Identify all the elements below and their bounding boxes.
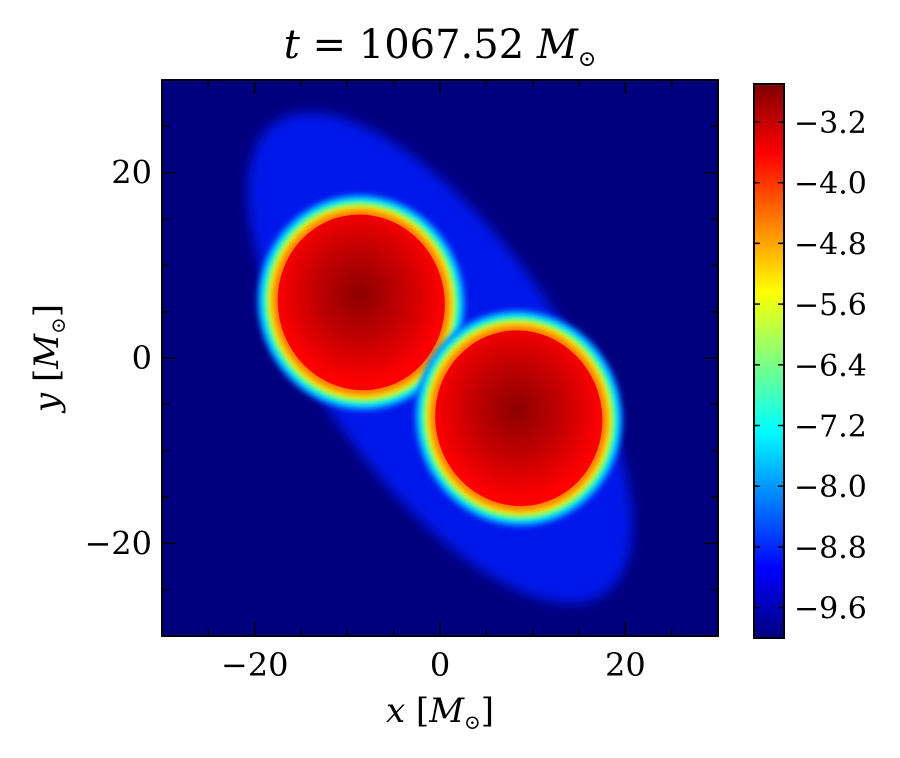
lower-right-core xyxy=(414,310,623,527)
y-tick-label: 20 xyxy=(111,154,152,192)
y-tick-labels: −20 0 20 xyxy=(84,154,152,563)
chart-title: t = 1067.52 M⊙ xyxy=(284,22,597,72)
x-tick-label: 0 xyxy=(430,646,450,684)
colorbar-tick-labels: −3.2 −4.0 −4.8 −5.6 −6.4 −7.2 −8.0 −8.8 −9.6 xyxy=(794,106,867,627)
x-tick-labels: −20 0 20 xyxy=(221,646,646,684)
colorbar-tick-label: −8.8 xyxy=(794,531,867,566)
colorbar-frame xyxy=(753,83,785,639)
y-axis-label: y [M⊙] xyxy=(27,304,70,414)
colorbar-tick-label: −5.6 xyxy=(794,288,867,323)
plot-frame xyxy=(161,79,719,637)
x-tick-label: −20 xyxy=(221,646,289,684)
y-tick-label: 0 xyxy=(132,339,152,377)
colorbar: −3.2 −4.0 −4.8 −5.6 −6.4 −7.2 −8.0 −8.8 −9.6 xyxy=(753,83,867,639)
x-axis-label: x [M⊙] xyxy=(386,691,494,734)
x-tick-label: 20 xyxy=(605,646,646,684)
colorbar-tick-label: −7.2 xyxy=(794,410,867,445)
heatmap-features xyxy=(247,112,633,604)
upper-left-core xyxy=(257,194,466,411)
colorbar-tick-label: −8.0 xyxy=(794,470,867,505)
colorbar-tick-label: −6.4 xyxy=(794,349,867,384)
colorbar-tick-label: −3.2 xyxy=(794,106,867,141)
colorbar-fill xyxy=(754,84,784,638)
heatmap-plot-area xyxy=(161,79,719,637)
colorbar-tick-label: −4.0 xyxy=(794,167,867,202)
y-tick-label: −20 xyxy=(84,524,152,562)
colorbar-tick-label: −4.8 xyxy=(794,227,867,262)
axis-ticks xyxy=(162,80,718,636)
colorbar-tick-label: −9.6 xyxy=(794,592,867,627)
